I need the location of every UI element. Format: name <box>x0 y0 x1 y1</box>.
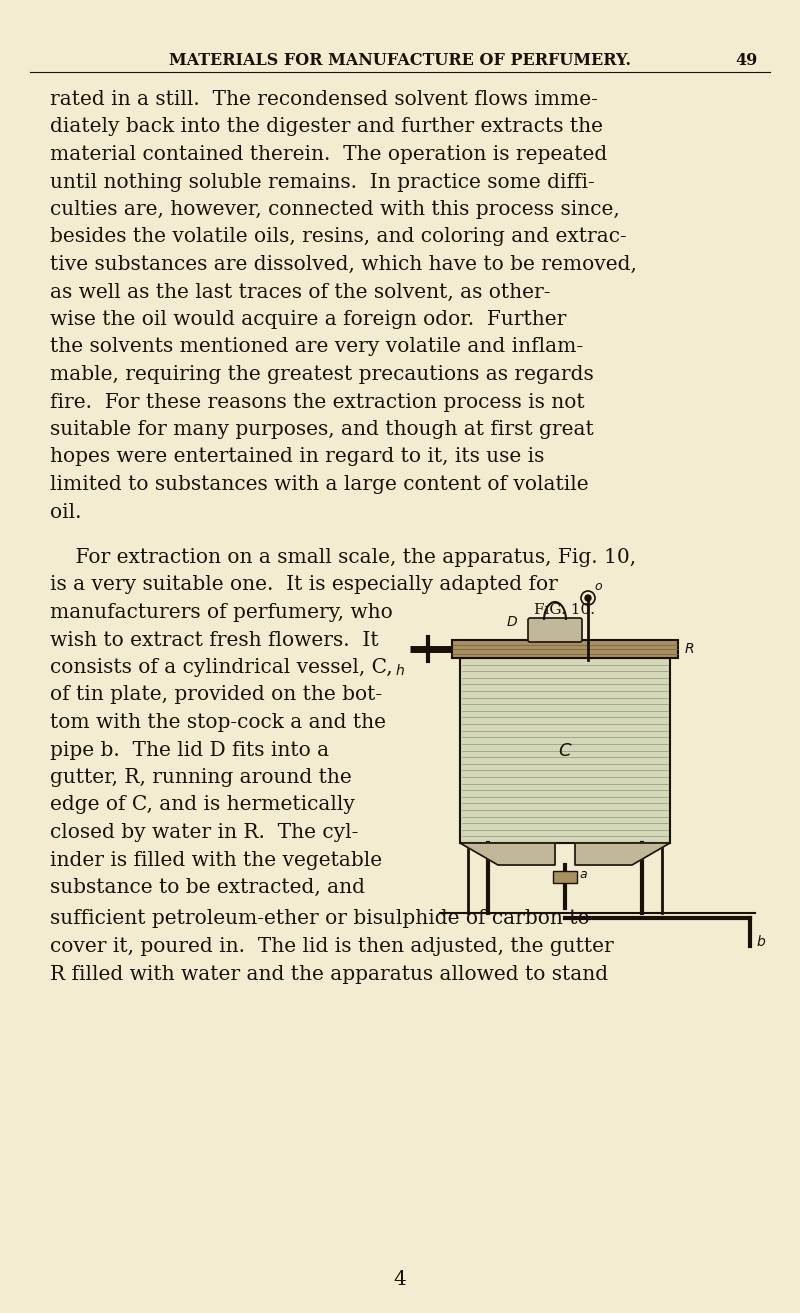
Text: diately back into the digester and further extracts the: diately back into the digester and furth… <box>50 117 603 137</box>
Text: substance to be extracted, and: substance to be extracted, and <box>50 878 365 897</box>
Text: culties are, however, connected with this process since,: culties are, however, connected with thi… <box>50 200 620 219</box>
Text: $\mathit{R}$: $\mathit{R}$ <box>684 642 694 656</box>
Text: cover it, poured in.  The lid is then adjusted, the gutter: cover it, poured in. The lid is then adj… <box>50 937 614 956</box>
Circle shape <box>585 595 591 601</box>
Text: inder is filled with the vegetable: inder is filled with the vegetable <box>50 851 382 869</box>
Text: manufacturers of perfumery, who: manufacturers of perfumery, who <box>50 603 393 622</box>
Text: $\mathit{h}$: $\mathit{h}$ <box>395 663 405 678</box>
Text: tive substances are dissolved, which have to be removed,: tive substances are dissolved, which hav… <box>50 255 637 274</box>
Text: limited to substances with a large content of volatile: limited to substances with a large conte… <box>50 475 589 494</box>
Bar <box>553 871 577 884</box>
Text: besides the volatile oils, resins, and coloring and extrac-: besides the volatile oils, resins, and c… <box>50 227 626 247</box>
Text: $\mathit{b}$: $\mathit{b}$ <box>756 934 766 948</box>
Text: $\mathit{o}$: $\mathit{o}$ <box>594 580 603 593</box>
Text: until nothing soluble remains.  In practice some diffi-: until nothing soluble remains. In practi… <box>50 172 594 192</box>
Text: MATERIALS FOR MANUFACTURE OF PERFUMERY.: MATERIALS FOR MANUFACTURE OF PERFUMERY. <box>169 53 631 70</box>
FancyBboxPatch shape <box>528 618 582 642</box>
Text: For extraction on a small scale, the apparatus, Fig. 10,: For extraction on a small scale, the app… <box>50 548 636 567</box>
Text: oil.: oil. <box>50 503 82 521</box>
Bar <box>460 658 670 843</box>
Text: $\mathit{C}$: $\mathit{C}$ <box>558 742 572 760</box>
Text: R filled with water and the apparatus allowed to stand: R filled with water and the apparatus al… <box>50 965 608 983</box>
Text: rated in a still.  The recondensed solvent flows imme-: rated in a still. The recondensed solven… <box>50 91 598 109</box>
Text: of tin plate, provided on the bot-: of tin plate, provided on the bot- <box>50 685 382 705</box>
Text: suitable for many purposes, and though at first great: suitable for many purposes, and though a… <box>50 420 594 439</box>
Text: the solvents mentioned are very volatile and inflam-: the solvents mentioned are very volatile… <box>50 337 583 357</box>
Bar <box>452 639 678 658</box>
Text: consists of a cylindrical vessel, C,: consists of a cylindrical vessel, C, <box>50 658 393 678</box>
Polygon shape <box>460 843 555 865</box>
Text: edge of C, and is hermetically: edge of C, and is hermetically <box>50 796 355 814</box>
Text: hopes were entertained in regard to it, its use is: hopes were entertained in regard to it, … <box>50 448 544 466</box>
Text: FɪG. 10.: FɪG. 10. <box>534 603 595 617</box>
Text: material contained therein.  The operation is repeated: material contained therein. The operatio… <box>50 144 607 164</box>
Text: $\mathit{a}$: $\mathit{a}$ <box>579 868 588 881</box>
Text: wish to extract fresh flowers.  It: wish to extract fresh flowers. It <box>50 630 378 650</box>
Text: $\mathit{D}$: $\mathit{D}$ <box>506 614 518 629</box>
Text: sufficient petroleum-ether or bisulphide of carbon to: sufficient petroleum-ether or bisulphide… <box>50 910 590 928</box>
Text: is a very suitable one.  It is especially adapted for: is a very suitable one. It is especially… <box>50 575 558 595</box>
Text: pipe b.  The lid D fits into a: pipe b. The lid D fits into a <box>50 741 329 759</box>
Text: gutter, R, running around the: gutter, R, running around the <box>50 768 352 786</box>
Text: closed by water in R.  The cyl-: closed by water in R. The cyl- <box>50 823 358 842</box>
Text: wise the oil would acquire a foreign odor.  Further: wise the oil would acquire a foreign odo… <box>50 310 566 330</box>
Text: 49: 49 <box>735 53 758 70</box>
Text: mable, requiring the greatest precautions as regards: mable, requiring the greatest precaution… <box>50 365 594 383</box>
Text: tom with the stop-cock a and the: tom with the stop-cock a and the <box>50 713 386 733</box>
Text: fire.  For these reasons the extraction process is not: fire. For these reasons the extraction p… <box>50 393 585 411</box>
Text: 4: 4 <box>394 1270 406 1289</box>
Polygon shape <box>575 843 670 865</box>
Text: as well as the last traces of the solvent, as other-: as well as the last traces of the solven… <box>50 282 550 302</box>
